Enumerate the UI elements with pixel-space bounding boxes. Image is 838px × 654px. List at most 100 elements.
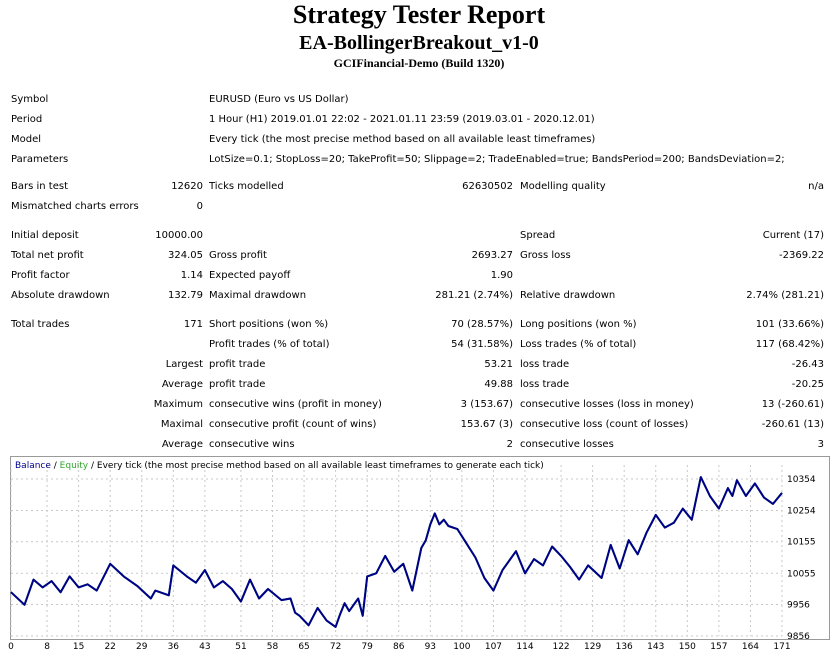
x-tick-label: 0 [8, 642, 14, 652]
expected-payoff-value: 1.90 [490, 270, 513, 281]
report-title: Strategy Tester Report [292, 0, 546, 29]
parameters-label: Parameters [11, 154, 69, 165]
max-consecutive-wins-label: consecutive wins (profit in money) [209, 399, 382, 410]
x-tick-label: 72 [330, 642, 341, 652]
max-consecutive-losses-value: 13 (-260.61) [761, 399, 824, 410]
avg-consecutive-losses-label: consecutive losses [520, 439, 614, 450]
largest-loss-label: loss trade [520, 359, 570, 370]
x-tick-label: 29 [136, 642, 148, 652]
x-tick-label: 36 [168, 642, 180, 652]
x-tick-label: 129 [584, 642, 601, 652]
x-tick-label: 136 [616, 642, 633, 652]
largest-profit-label: profit trade [209, 359, 266, 370]
profit-trades-value: 54 (31.58%) [451, 339, 513, 350]
spread-label: Spread [520, 230, 556, 241]
mismatch-label: Mismatched charts errors [11, 201, 139, 212]
avg-consecutive-wins-value: 2 [506, 439, 513, 450]
period-label: Period [11, 114, 43, 125]
total-trades-label: Total trades [11, 319, 70, 330]
profit-factor-value: 1.14 [180, 270, 203, 281]
x-tick-label: 8 [44, 642, 50, 652]
short-positions-label: Short positions (won %) [209, 319, 329, 330]
x-tick-label: 79 [361, 642, 373, 652]
ticks-label: Ticks modelled [209, 181, 284, 192]
average-consecutive-label: Average [161, 439, 203, 450]
relative-drawdown-value: 2.74% (281.21) [746, 290, 824, 301]
gross-profit-label: Gross profit [209, 250, 267, 261]
average-loss-value: -20.25 [791, 379, 824, 390]
net-profit-label: Total net profit [11, 250, 84, 261]
profit-trades-label: Profit trades (% of total) [209, 339, 330, 350]
bars-value: 12620 [171, 181, 203, 192]
maximal-drawdown-label: Maximal drawdown [209, 290, 307, 301]
x-tick-label: 86 [393, 642, 405, 652]
legend-equity: Equity [59, 461, 89, 471]
x-tick-label: 93 [425, 642, 436, 652]
x-tick-label: 157 [710, 642, 727, 652]
bars-label: Bars in test [11, 181, 68, 192]
expected-payoff-label: Expected payoff [209, 270, 291, 281]
y-tick-label: 9856 [787, 632, 810, 642]
quality-value: n/a [808, 181, 824, 192]
avg-consecutive-wins-label: consecutive wins [209, 439, 295, 450]
server-name: GCIFinancial-Demo (Build 1320) [333, 56, 505, 70]
maximal-consecutive-profit-label: consecutive profit (count of wins) [209, 419, 377, 430]
long-positions-label: Long positions (won %) [520, 319, 637, 330]
y-tick-label: 10055 [787, 569, 816, 579]
quality-label: Modelling quality [520, 181, 606, 192]
spread-value: Current (17) [762, 230, 824, 241]
x-tick-label: 164 [742, 642, 759, 652]
maximal-consecutive-loss-value: -260.61 (13) [761, 419, 824, 430]
deposit-label: Initial deposit [11, 230, 79, 241]
total-trades-value: 171 [183, 319, 203, 330]
average-label: Average [161, 379, 203, 390]
legend-separator: / [88, 461, 97, 471]
balance-chart [10, 456, 830, 640]
relative-drawdown-label: Relative drawdown [520, 290, 616, 301]
series-line-balance [10, 476, 783, 628]
absolute-drawdown-value: 132.79 [168, 290, 203, 301]
largest-label: Largest [165, 359, 203, 370]
y-tick-label: 9956 [787, 600, 810, 610]
average-loss-label: loss trade [520, 379, 570, 390]
x-tick-label: 122 [552, 642, 569, 652]
ticks-value: 62630502 [462, 181, 513, 192]
x-tick-label: 43 [199, 642, 210, 652]
short-positions-value: 70 (28.57%) [451, 319, 513, 330]
x-tick-label: 15 [73, 642, 84, 652]
parameters-value: LotSize=0.1; StopLoss=20; TakeProfit=50;… [209, 154, 785, 165]
net-profit-value: 324.05 [168, 250, 203, 261]
loss-trades-label: Loss trades (% of total) [520, 339, 637, 350]
maximal-drawdown-value: 281.21 (2.74%) [435, 290, 513, 301]
avg-consecutive-losses-value: 3 [817, 439, 824, 450]
gross-loss-value: -2369.22 [779, 250, 824, 261]
legend-description: Every tick (the most precise method base… [96, 461, 544, 471]
period-value: 1 Hour (H1) 2019.01.01 22:02 - 2021.01.1… [209, 114, 595, 125]
gross-profit-value: 2693.27 [471, 250, 513, 261]
x-tick-label: 150 [679, 642, 696, 652]
x-tick-label: 65 [298, 642, 309, 652]
gross-loss-label: Gross loss [520, 250, 571, 261]
loss-trades-value: 117 (68.42%) [755, 339, 824, 350]
symbol-label: Symbol [11, 94, 49, 105]
legend-balance: Balance [15, 461, 51, 471]
mismatch-value: 0 [196, 201, 203, 212]
y-tick-label: 10354 [787, 475, 816, 485]
average-profit-label: profit trade [209, 379, 266, 390]
largest-profit-value: 53.21 [484, 359, 513, 370]
absolute-drawdown-label: Absolute drawdown [11, 290, 110, 301]
long-positions-value: 101 (33.66%) [755, 319, 824, 330]
chart-legend: Balance / Equity / Every tick (the most … [15, 460, 544, 472]
y-tick-label: 10254 [787, 507, 816, 517]
maximum-label: Maximum [153, 399, 203, 410]
average-profit-value: 49.88 [484, 379, 513, 390]
deposit-value: 10000.00 [155, 230, 203, 241]
x-tick-label: 114 [516, 642, 533, 652]
maximal-consecutive-loss-label: consecutive loss (count of losses) [520, 419, 689, 430]
x-tick-label: 58 [267, 642, 279, 652]
legend-separator: / [50, 461, 60, 471]
max-consecutive-wins-value: 3 (153.67) [460, 399, 513, 410]
x-tick-label: 143 [647, 642, 664, 652]
largest-loss-value: -26.43 [791, 359, 824, 370]
